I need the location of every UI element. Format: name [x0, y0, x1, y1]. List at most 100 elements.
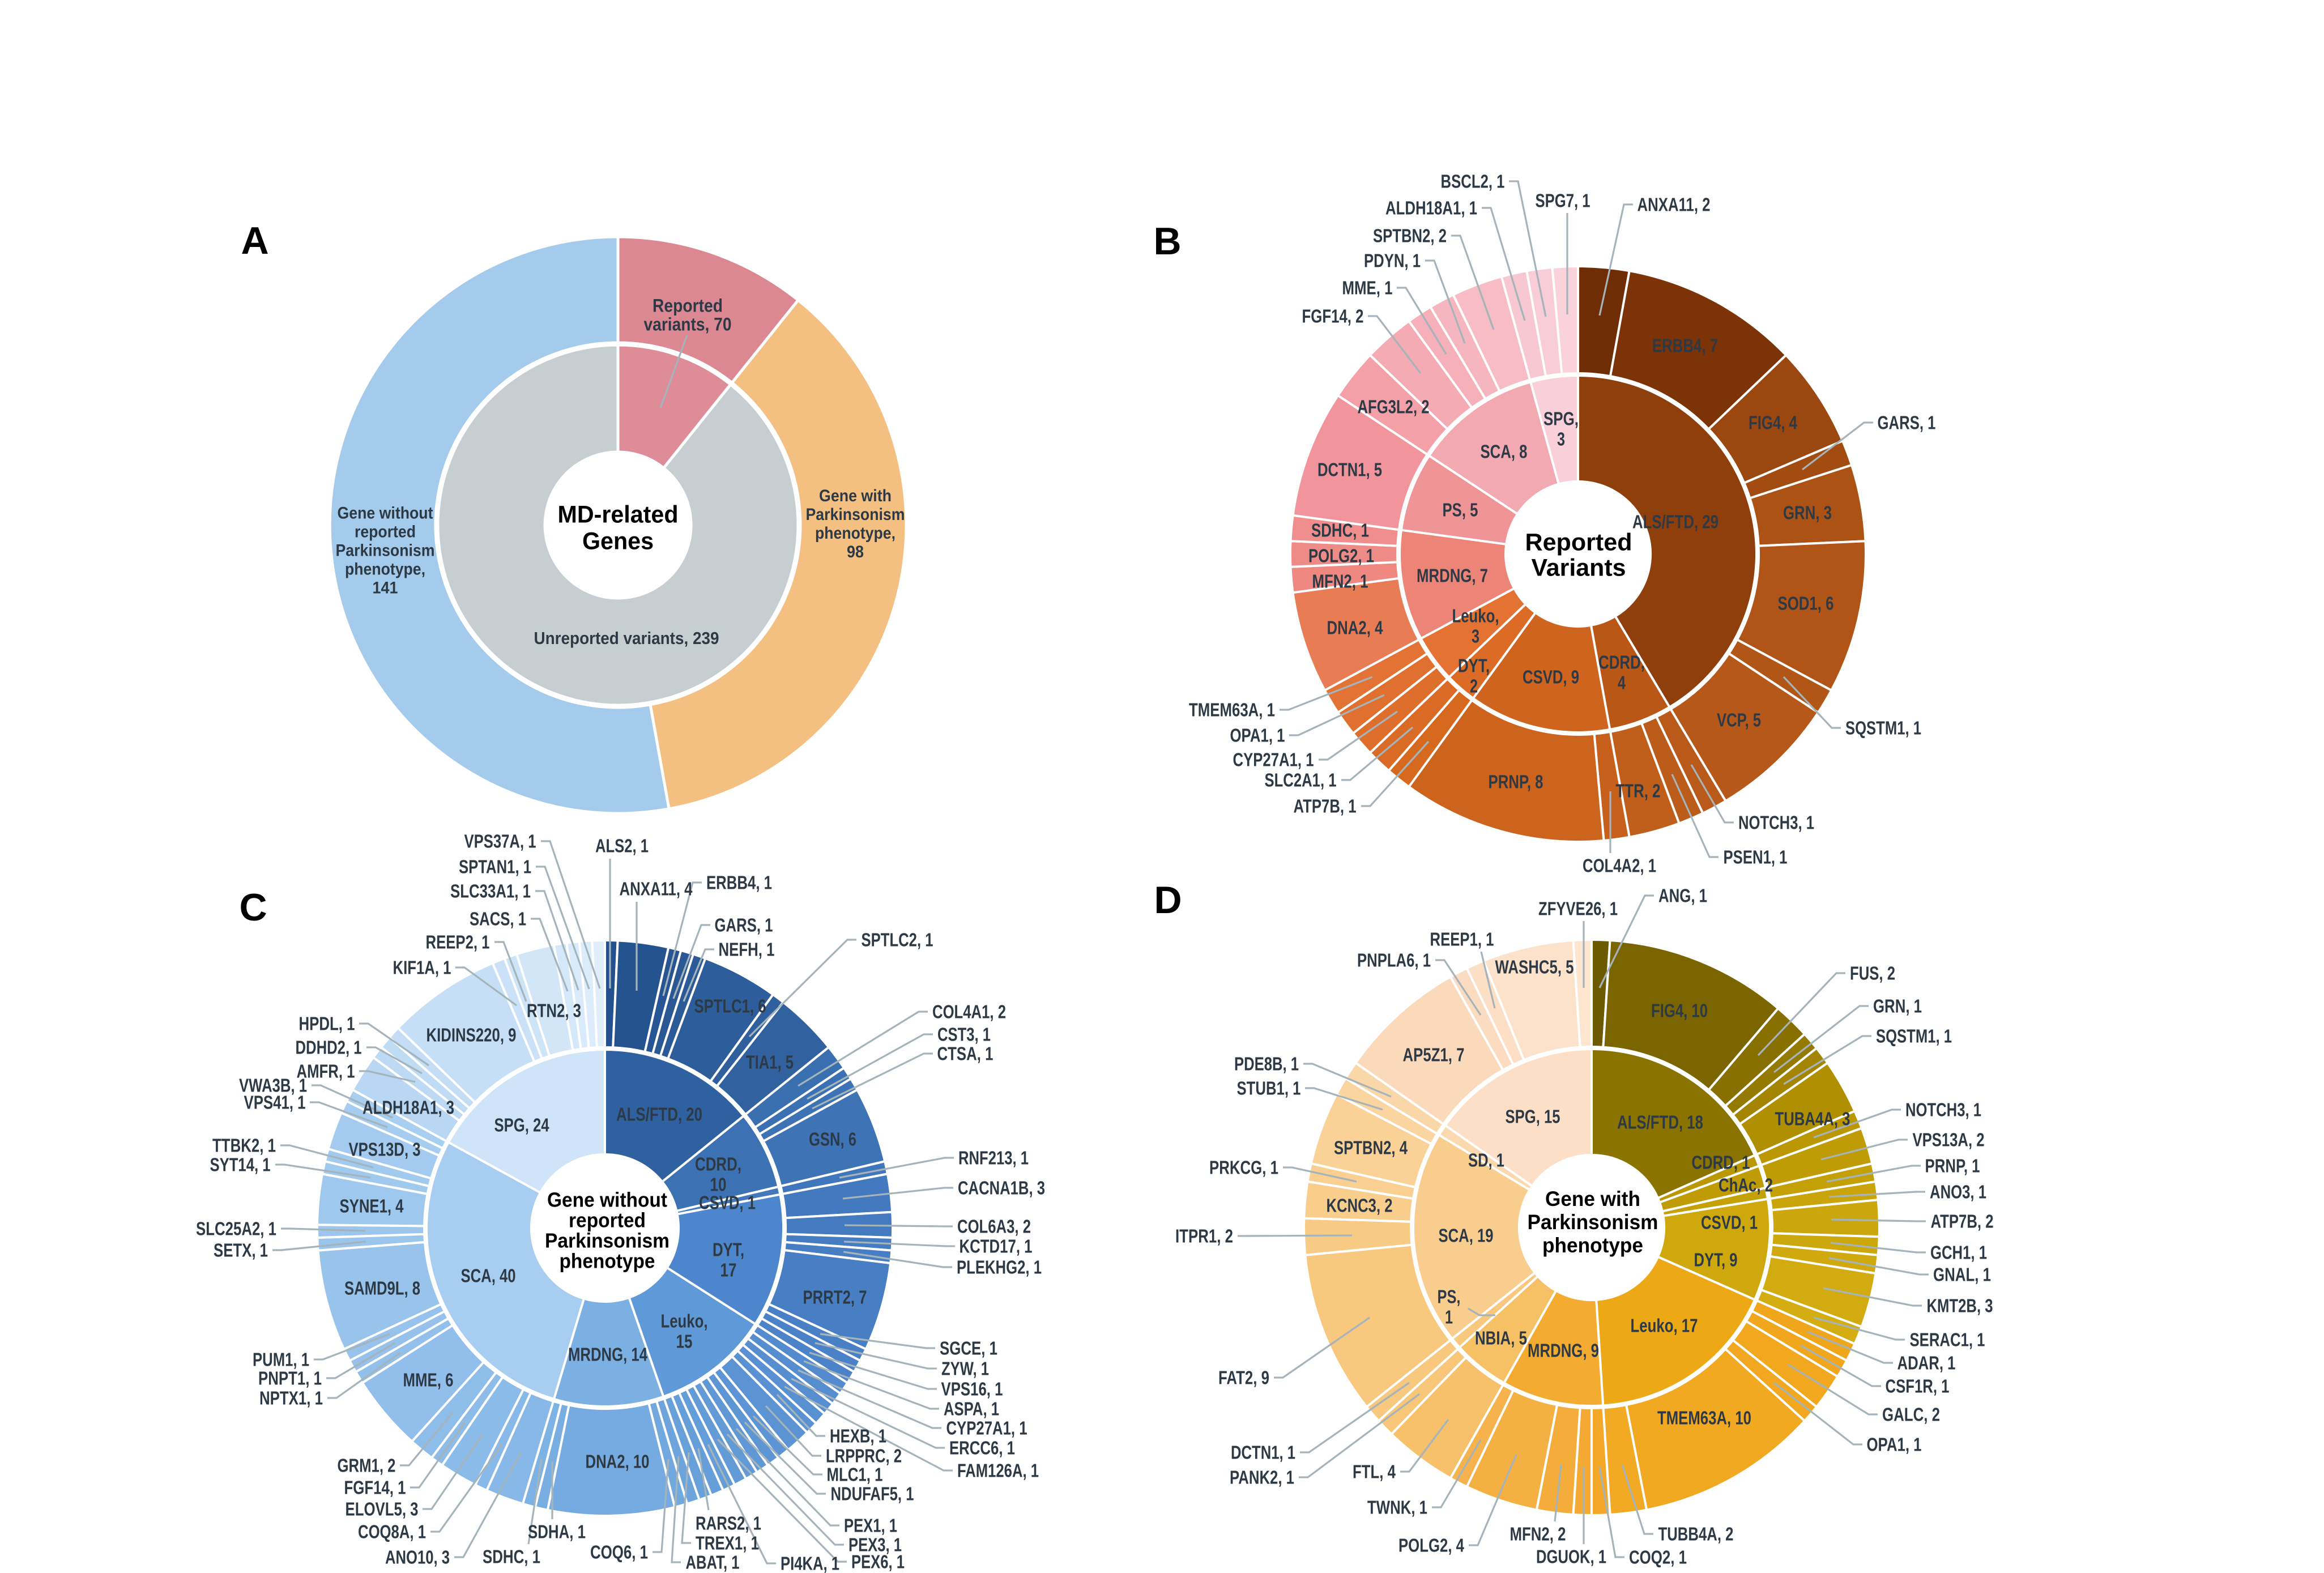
- svg-text:TMEM63A, 1: TMEM63A, 1: [1189, 700, 1275, 721]
- svg-text:TREX1, 1: TREX1, 1: [696, 1533, 759, 1554]
- svg-text:CSVD, 9: CSVD, 9: [1523, 667, 1579, 688]
- svg-text:ABAT, 1: ABAT, 1: [686, 1552, 740, 1573]
- svg-text:FIG4, 10: FIG4, 10: [1651, 1000, 1708, 1021]
- svg-text:TWNK, 1: TWNK, 1: [1367, 1497, 1427, 1518]
- svg-text:SPTLC1, 6: SPTLC1, 6: [694, 996, 766, 1017]
- svg-text:RARS2, 1: RARS2, 1: [696, 1513, 761, 1534]
- svg-text:SCA, 19: SCA, 19: [1439, 1225, 1494, 1246]
- svg-text:PS, 5: PS, 5: [1443, 500, 1478, 521]
- svg-text:SERAC1, 1: SERAC1, 1: [1910, 1329, 1985, 1350]
- svg-text:RNF213, 1: RNF213, 1: [958, 1148, 1029, 1169]
- svg-text:SD, 1: SD, 1: [1468, 1150, 1504, 1171]
- svg-text:COQ2, 1: COQ2, 1: [1629, 1547, 1687, 1568]
- svg-text:AP5Z1, 7: AP5Z1, 7: [1403, 1045, 1465, 1065]
- svg-text:REEP2, 1: REEP2, 1: [426, 932, 490, 953]
- svg-text:ATP7B, 1: ATP7B, 1: [1294, 796, 1357, 817]
- svg-text:MRDNG, 9: MRDNG, 9: [1528, 1340, 1599, 1361]
- svg-text:SCA, 8: SCA, 8: [1481, 441, 1528, 462]
- svg-text:Leuko,3: Leuko, 3: [1452, 606, 1499, 647]
- svg-text:TTBK2, 1: TTBK2, 1: [212, 1135, 276, 1156]
- svg-text:VPS41, 1: VPS41, 1: [244, 1092, 306, 1113]
- svg-text:ZYW, 1: ZYW, 1: [941, 1358, 989, 1379]
- svg-text:COQ6, 1: COQ6, 1: [590, 1542, 648, 1563]
- svg-text:GRM1, 2: GRM1, 2: [338, 1455, 396, 1476]
- svg-text:GRN, 1: GRN, 1: [1873, 996, 1922, 1017]
- svg-text:PUM1, 1: PUM1, 1: [253, 1349, 309, 1370]
- svg-text:TMEM63A, 10: TMEM63A, 10: [1657, 1408, 1751, 1429]
- svg-text:PNPLA6, 1: PNPLA6, 1: [1357, 950, 1431, 971]
- svg-text:FAM126A, 1: FAM126A, 1: [957, 1460, 1039, 1481]
- svg-text:TTR, 2: TTR, 2: [1616, 781, 1661, 802]
- svg-text:ADAR, 1: ADAR, 1: [1897, 1353, 1956, 1374]
- svg-text:CDRD,4: CDRD, 4: [1598, 652, 1645, 693]
- svg-text:VPS16, 1: VPS16, 1: [941, 1379, 1003, 1400]
- svg-text:COL4A2, 1: COL4A2, 1: [1583, 855, 1656, 876]
- svg-text:GNAL, 1: GNAL, 1: [1933, 1264, 1991, 1285]
- svg-text:PRKCG, 1: PRKCG, 1: [1209, 1157, 1278, 1178]
- svg-text:FGF14, 2: FGF14, 2: [1302, 306, 1364, 327]
- svg-text:VPS37A, 1: VPS37A, 1: [464, 831, 536, 852]
- svg-text:FAT2, 9: FAT2, 9: [1218, 1367, 1269, 1388]
- svg-text:NOTCH3, 1: NOTCH3, 1: [1738, 812, 1814, 833]
- svg-text:SDHC, 1: SDHC, 1: [1311, 520, 1369, 541]
- svg-text:KIDINS220, 9: KIDINS220, 9: [427, 1025, 517, 1046]
- svg-text:DGUOK, 1: DGUOK, 1: [1536, 1546, 1606, 1567]
- svg-text:CYP27A1, 1: CYP27A1, 1: [946, 1418, 1027, 1439]
- svg-text:CACNA1B, 3: CACNA1B, 3: [958, 1178, 1045, 1199]
- svg-text:COQ8A, 1: COQ8A, 1: [358, 1521, 426, 1542]
- svg-text:PRNP, 8: PRNP, 8: [1489, 771, 1543, 792]
- svg-text:ELOVL5, 3: ELOVL5, 3: [346, 1499, 419, 1520]
- svg-text:PNPT1, 1: PNPT1, 1: [258, 1368, 322, 1389]
- svg-text:VPS13A, 2: VPS13A, 2: [1913, 1129, 1985, 1150]
- svg-text:MME, 1: MME, 1: [1342, 278, 1393, 299]
- svg-text:PSEN1, 1: PSEN1, 1: [1724, 847, 1788, 868]
- svg-text:ANO10, 3: ANO10, 3: [385, 1547, 450, 1568]
- svg-text:SPG7, 1: SPG7, 1: [1536, 190, 1590, 211]
- svg-text:KCTD17, 1: KCTD17, 1: [960, 1236, 1033, 1257]
- svg-text:SETX, 1: SETX, 1: [214, 1240, 268, 1261]
- svg-text:PDYN, 1: PDYN, 1: [1364, 250, 1421, 271]
- svg-text:SLC25A2, 1: SLC25A2, 1: [196, 1218, 276, 1239]
- svg-text:ChAc, 2: ChAc, 2: [1719, 1175, 1773, 1196]
- svg-text:RTN2, 3: RTN2, 3: [527, 1000, 581, 1021]
- svg-text:DYT,2: DYT, 2: [1458, 655, 1490, 697]
- svg-text:DCTN1, 1: DCTN1, 1: [1231, 1442, 1295, 1463]
- svg-text:CYP27A1, 1: CYP27A1, 1: [1233, 749, 1314, 770]
- svg-text:Leuko,15: Leuko, 15: [661, 1311, 708, 1352]
- svg-text:SPG, 24: SPG, 24: [494, 1115, 550, 1136]
- svg-text:KIF1A, 1: KIF1A, 1: [393, 957, 451, 978]
- svg-text:SCA, 40: SCA, 40: [461, 1265, 516, 1286]
- svg-text:GRN, 3: GRN, 3: [1783, 502, 1832, 523]
- svg-text:BSCL2, 1: BSCL2, 1: [1441, 171, 1505, 192]
- svg-text:MRDNG, 7: MRDNG, 7: [1417, 565, 1488, 586]
- svg-text:ZFYVE26, 1: ZFYVE26, 1: [1538, 898, 1618, 919]
- svg-text:SGCE, 1: SGCE, 1: [940, 1338, 997, 1359]
- svg-text:FGF14, 1: FGF14, 1: [344, 1477, 406, 1498]
- svg-text:DNA2, 10: DNA2, 10: [586, 1451, 650, 1472]
- svg-text:GSN, 6: GSN, 6: [809, 1129, 856, 1150]
- svg-text:LRPPRC, 2: LRPPRC, 2: [826, 1446, 902, 1467]
- svg-text:SDHA, 1: SDHA, 1: [528, 1521, 586, 1542]
- svg-text:FIG4, 4: FIG4, 4: [1749, 412, 1797, 433]
- svg-text:KCNC3, 2: KCNC3, 2: [1327, 1195, 1393, 1216]
- svg-text:ERCC6, 1: ERCC6, 1: [949, 1438, 1015, 1459]
- svg-text:AMFR, 1: AMFR, 1: [297, 1061, 355, 1082]
- svg-text:CSVD, 1: CSVD, 1: [699, 1192, 756, 1213]
- svg-text:DYT, 9: DYT, 9: [1694, 1250, 1738, 1271]
- svg-text:Leuko, 17: Leuko, 17: [1631, 1315, 1698, 1336]
- svg-text:PRRT2, 7: PRRT2, 7: [803, 1287, 867, 1308]
- svg-text:VWA3B, 1: VWA3B, 1: [239, 1075, 307, 1096]
- svg-text:SPG, 15: SPG, 15: [1506, 1106, 1560, 1127]
- svg-text:MFN2, 2: MFN2, 2: [1510, 1524, 1566, 1545]
- svg-text:AFG3L2, 2: AFG3L2, 2: [1358, 397, 1430, 417]
- svg-text:VCP, 5: VCP, 5: [1717, 710, 1761, 731]
- svg-text:SQSTM1, 1: SQSTM1, 1: [1876, 1026, 1952, 1047]
- svg-text:SPTLC2, 1: SPTLC2, 1: [862, 930, 933, 950]
- svg-text:NOTCH3, 1: NOTCH3, 1: [1905, 1099, 1981, 1120]
- svg-text:MLC1, 1: MLC1, 1: [827, 1464, 883, 1485]
- svg-text:B: B: [1153, 220, 1181, 263]
